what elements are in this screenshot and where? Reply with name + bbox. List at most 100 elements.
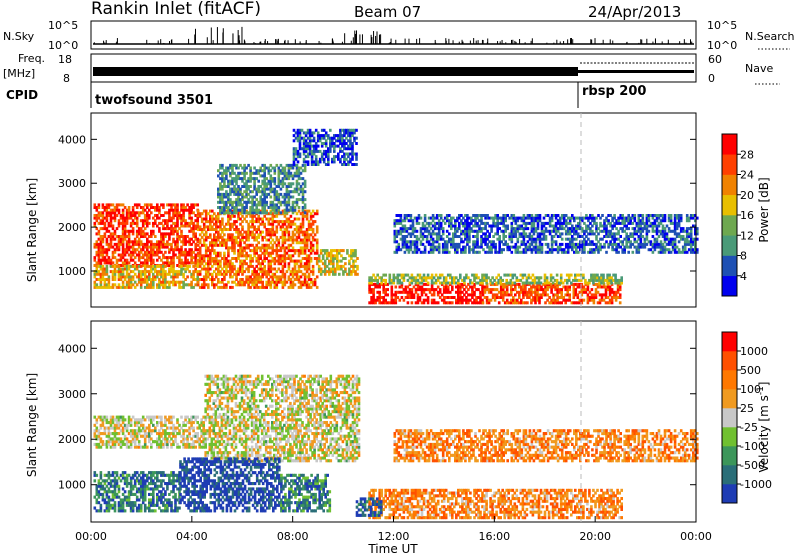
heatmap-cell (269, 270, 273, 274)
heatmap-cell (431, 224, 435, 228)
heatmap-cell (602, 293, 606, 297)
heatmap-cell (498, 237, 501, 241)
heatmap-cell (198, 270, 202, 274)
heatmap-cell (513, 273, 517, 277)
heatmap-cell (597, 250, 600, 254)
heatmap-cell (227, 217, 230, 221)
heatmap-cell (213, 233, 216, 237)
heatmap-cell (485, 278, 488, 282)
heatmap-cell (271, 222, 275, 226)
heatmap-cell (451, 288, 454, 292)
heatmap-cell (454, 221, 457, 225)
heatmap-cell (121, 232, 125, 236)
heatmap-cell (436, 276, 440, 280)
heatmap-cell (241, 228, 244, 231)
heatmap-cell (435, 245, 439, 249)
heatmap-cell (307, 209, 311, 213)
heatmap-cell (546, 245, 550, 249)
heatmap-cell (543, 278, 547, 282)
heatmap-cell (178, 258, 181, 262)
heatmap-cell (275, 249, 279, 253)
heatmap-cell (113, 248, 117, 252)
heatmap-cell (580, 278, 583, 282)
heatmap-cell (439, 216, 443, 220)
heatmap-cell (645, 227, 649, 231)
heatmap-cell (219, 280, 222, 284)
heatmap-cell (595, 224, 598, 228)
heatmap-cell (204, 262, 208, 266)
heatmap-cell (614, 281, 617, 285)
heatmap-cell (125, 248, 129, 252)
heatmap-cell (305, 280, 309, 284)
heatmap-cell (418, 296, 422, 299)
heatmap-cell (245, 251, 248, 255)
heatmap-cell (565, 281, 569, 285)
heatmap-cell (627, 214, 630, 217)
heatmap-cell (303, 209, 307, 213)
heatmap-cell (97, 216, 101, 220)
heatmap-cell (501, 282, 505, 286)
heatmap-cell (188, 221, 191, 225)
heatmap-cell (423, 227, 427, 231)
heatmap-cell (421, 235, 425, 238)
heatmap-cell (463, 298, 466, 302)
heatmap-cell (215, 262, 218, 266)
heatmap-cell (184, 283, 187, 287)
heatmap-cell (459, 298, 462, 302)
heatmap-cell (444, 301, 448, 305)
heatmap-cell (172, 258, 175, 262)
heatmap-cell (253, 272, 256, 276)
nsky-label: N.Sky (3, 30, 35, 43)
heatmap-cell (445, 245, 449, 249)
heatmap-cell (139, 242, 143, 246)
heatmap-cell (241, 198, 244, 202)
heatmap-cell (303, 243, 307, 247)
heatmap-cell (162, 278, 165, 281)
heatmap-cell (237, 212, 240, 216)
heatmap-cell (384, 290, 387, 294)
heatmap-cell (689, 235, 693, 238)
heatmap-cell (113, 242, 117, 246)
heatmap-cell (536, 293, 539, 297)
heatmap-cell (518, 245, 522, 249)
heatmap-cell (123, 221, 127, 225)
heatmap-cell (287, 225, 291, 229)
heatmap-cell (505, 278, 508, 282)
heatmap-cell (172, 256, 175, 260)
heatmap-cell (395, 221, 399, 225)
heatmap-cell (673, 242, 677, 246)
heatmap-cell (217, 225, 220, 229)
heatmap-cell (204, 235, 208, 239)
heatmap-cell (395, 235, 399, 238)
heatmap-cell (496, 224, 499, 228)
heatmap-cell (196, 225, 200, 229)
heatmap-cell (117, 237, 121, 241)
heatmap-cell (259, 257, 262, 260)
heatmap-cell (174, 206, 177, 209)
heatmap-cell (507, 273, 510, 277)
heatmap-cell (444, 290, 448, 294)
heatmap-cell (146, 216, 149, 220)
heatmap-cell (223, 208, 226, 212)
heatmap-cell (315, 249, 319, 253)
heatmap-cell (564, 288, 567, 292)
heatmap-cell (283, 251, 287, 255)
heatmap-cell (466, 214, 469, 217)
heatmap-cell (586, 301, 590, 305)
heatmap-cell (608, 290, 612, 294)
heatmap-cell (438, 281, 442, 285)
heatmap-cell (221, 217, 224, 221)
heatmap-cell (125, 283, 129, 287)
heatmap-cell (160, 242, 163, 246)
heatmap-cell (150, 250, 153, 254)
heatmap-cell (403, 224, 407, 228)
heatmap-cell (445, 214, 449, 217)
heatmap-cell (174, 253, 177, 257)
heatmap-cell (243, 217, 246, 221)
heatmap-cell (433, 245, 437, 249)
heatmap-cell (129, 211, 133, 215)
heatmap-cell (572, 285, 576, 289)
heatmap-cell (301, 238, 305, 242)
heatmap-cell (382, 288, 385, 292)
heatmap-cell (657, 216, 661, 220)
